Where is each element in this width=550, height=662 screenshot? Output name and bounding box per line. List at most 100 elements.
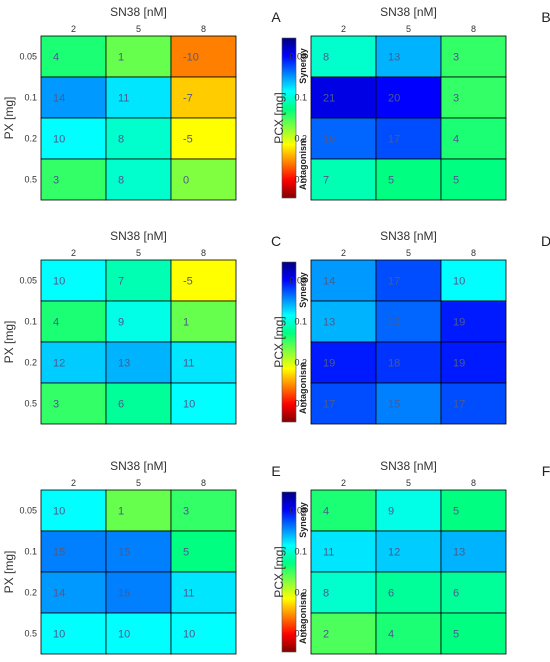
cell-value-label: 14 [53,588,65,600]
y-tick-label: 0.2 [294,358,307,368]
cell-value-label: 17 [388,276,400,288]
heatmap-cell [40,158,107,201]
heatmap-cell [310,35,377,78]
heatmap-cell [40,35,107,78]
heatmap-cell [105,259,172,302]
cell-value-label: 0 [183,175,189,187]
heatmap-cell [440,158,507,201]
cell-value-label: 12 [388,547,400,559]
cell-value-label: 5 [453,506,459,518]
y-tick-label: 0.05 [19,506,37,516]
y-tick-label: 0.05 [289,276,307,286]
y-tick-label: 0.05 [289,52,307,62]
heatmap-cell [310,259,377,302]
heatmap-cell [105,76,172,119]
cell-value-label: -5 [183,276,193,288]
cell-value-label: 15 [118,588,130,600]
heatmap-cell [310,612,377,655]
heatmap-cell [440,259,507,302]
y-tick-label: 0.5 [24,629,37,639]
cell-value-label: 8 [323,52,329,64]
y-tick-label: 0.1 [294,93,307,103]
cell-value-label: 11 [183,358,194,370]
y-axis-label: PX [mg] [2,97,16,140]
colorbar [281,261,297,423]
x-axis-label: SN38 [nM] [110,229,167,243]
colorbar-antagonism-label: Antagonism [298,592,308,644]
heatmap-cell [40,382,107,425]
y-tick-label: 0.05 [289,506,307,516]
heatmap-panel-e: SN38 [nM] 2 5 8 0.05 0.1 0.2 0.5 PX [mg] 10 1 3 15 15… [2,459,308,655]
cell-value-label: 13 [323,317,335,329]
heatmap-cell [40,489,107,532]
panel-letter: E [271,463,280,479]
heatmap-cell [170,530,237,573]
heatmap-cell [40,76,107,119]
x-tick-label: 5 [136,248,141,258]
y-tick-label: 0.1 [24,93,37,103]
heatmap-cell [375,382,442,425]
cell-value-label: 3 [453,93,459,105]
heatmap-cell [310,117,377,160]
cell-value-label: 10 [453,276,465,288]
heatmap-cell [170,382,237,425]
x-axis-label: SN38 [nM] [380,5,437,19]
x-tick-label: 2 [71,478,76,488]
cell-value-label: 18 [388,358,400,370]
y-axis-label: PCX [mg] [272,546,286,597]
cell-value-label: 16 [388,317,400,329]
y-tick-label: 0.5 [294,175,307,185]
heatmap-cell [105,35,172,78]
heatmap-cell [440,382,507,425]
y-axis-label: PX [mg] [2,321,16,364]
cell-value-label: 9 [388,506,394,518]
colorbar-antagonism-label: Antagonism [298,362,308,414]
panel-letter: F [542,463,550,479]
cell-value-label: 5 [453,629,459,641]
heatmap-cell [375,530,442,573]
heatmap-cell [170,489,237,532]
cell-value-label: 1 [118,506,124,518]
cell-value-label: 21 [323,93,335,105]
heatmap-cell [440,35,507,78]
heatmap-cell [375,341,442,384]
cell-value-label: 4 [323,506,329,518]
y-axis-label: PCX [mg] [272,316,286,367]
colorbar-synergy-label: Synergy [298,502,308,538]
y-tick-label: 0.2 [294,134,307,144]
heatmap-cell [375,489,442,532]
cell-value-label: -7 [183,93,193,105]
cell-value-label: 3 [53,399,59,411]
x-tick-label: 2 [341,248,346,258]
heatmap-cell [40,530,107,573]
cell-value-label: 10 [183,629,195,641]
colorbar-synergy-label: Synergy [298,272,308,308]
colorbar [281,491,297,653]
cell-value-label: 11 [183,588,194,600]
heatmap-cell [105,612,172,655]
heatmap-cell [375,259,442,302]
cell-value-label: 4 [388,629,394,641]
heatmap-cell [40,341,107,384]
cell-value-label: 16 [323,134,335,146]
heatmap-cell [440,300,507,343]
cell-value-label: -10 [183,52,199,64]
heatmap-cell [440,341,507,384]
heatmap-cell [375,300,442,343]
y-tick-label: 0.5 [294,399,307,409]
cell-value-label: 7 [323,175,329,187]
y-axis-label: PCX [mg] [272,92,286,143]
cell-value-label: 14 [53,93,65,105]
x-tick-label: 8 [471,24,476,34]
cell-value-label: 8 [118,134,124,146]
panel-letter: A [271,9,281,25]
heatmap-cell [170,341,237,384]
heatmap-cell [170,158,237,201]
x-tick-label: 8 [471,478,476,488]
y-tick-label: 0.2 [24,134,37,144]
x-tick-label: 8 [201,24,206,34]
cell-value-label: 17 [388,134,400,146]
x-tick-label: 5 [136,478,141,488]
heatmap-cell [170,259,237,302]
